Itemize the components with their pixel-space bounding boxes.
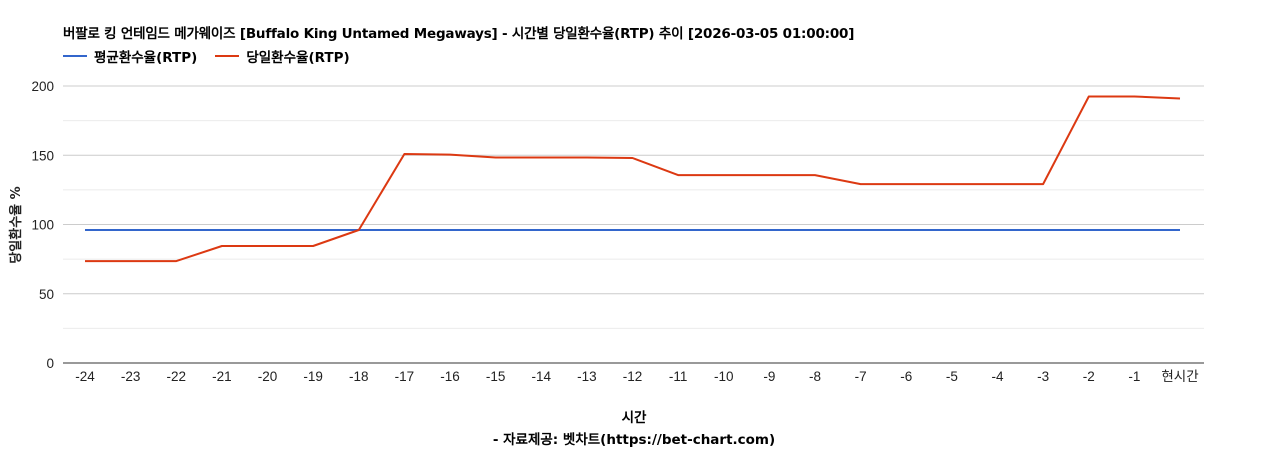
x-tick-label: -23 [121, 369, 141, 384]
x-tick-label: -19 [303, 369, 323, 384]
x-tick-label: -22 [166, 369, 186, 384]
legend-item-daily-rtp[interactable]: 당일환수율(RTP) [215, 46, 350, 66]
x-tick-label: -4 [991, 369, 1003, 384]
x-tick-label: -16 [440, 369, 460, 384]
x-tick-label: -1 [1128, 369, 1140, 384]
y-tick-label: 50 [39, 287, 54, 302]
x-tick-label: -5 [946, 369, 958, 384]
x-tick-label: -2 [1083, 369, 1095, 384]
x-tick-label: -13 [577, 369, 597, 384]
x-tick-label: -21 [212, 369, 232, 384]
legend-swatch-red [215, 55, 240, 57]
y-axis-title: 당일환수율 % [8, 186, 24, 263]
x-tick-label: -20 [258, 369, 278, 384]
legend-label: 평균환수율(RTP) [94, 50, 198, 66]
x-tick-label: -9 [763, 369, 775, 384]
series-line-daily-rtp[interactable] [85, 95, 1181, 263]
legend-item-average-rtp[interactable]: 평균환수율(RTP) [63, 46, 197, 66]
x-tick-label: 현시간 [1161, 369, 1198, 384]
legend-swatch-blue [63, 55, 87, 57]
y-tick-label: 200 [31, 79, 54, 94]
x-tick-label: -6 [900, 369, 912, 384]
y-tick-label: 150 [31, 148, 54, 163]
legend-label: 당일환수율(RTP) [246, 50, 350, 66]
data-credit: - 자료제공: 벳차트(https://bet-chart.com) [492, 432, 776, 448]
x-tick-label: -7 [855, 369, 867, 384]
x-tick-label: -11 [669, 369, 688, 384]
x-tick-label: -12 [623, 369, 643, 384]
x-tick-label: -10 [714, 369, 734, 384]
x-tick-label: -15 [486, 369, 506, 384]
x-tick-label: -8 [809, 369, 821, 384]
chart-legend: 평균환수율(RTP) 당일환수율(RTP) [63, 46, 368, 66]
chart-title: 버팔로 킹 언테임드 메가웨이즈 [Buffalo King Untamed M… [63, 26, 855, 42]
x-tick-label: -17 [395, 369, 415, 384]
x-tick-label: -24 [75, 369, 95, 384]
x-tick-label: -14 [531, 369, 551, 384]
x-tick-label: -18 [349, 369, 369, 384]
x-axis-title: 시간 [621, 410, 647, 426]
y-tick-label: 0 [46, 356, 54, 371]
x-tick-label: -3 [1037, 369, 1049, 384]
y-tick-label: 100 [31, 218, 54, 233]
